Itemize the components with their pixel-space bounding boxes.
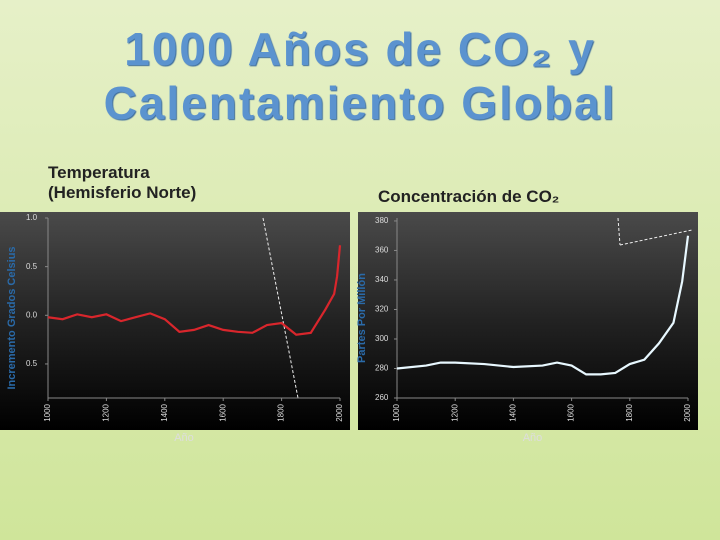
y-axis-label: Incremento Grados Celsius	[6, 246, 18, 389]
x-axis-label: Año	[523, 432, 543, 444]
plot-background	[0, 212, 350, 430]
plot-background	[358, 212, 698, 430]
y-tick-label: 300	[375, 334, 389, 343]
x-tick-label: 1800	[625, 403, 634, 421]
y-tick-label: 0.5	[26, 359, 38, 368]
data-line	[47, 245, 342, 336]
x-tick-label: 1000	[392, 403, 401, 421]
x-tick-label: 1600	[567, 403, 576, 421]
connector	[262, 217, 299, 399]
data-line	[396, 235, 690, 376]
y-tick-label: 280	[375, 364, 389, 373]
connector	[619, 229, 693, 246]
y-tick-label: 360	[375, 246, 389, 255]
y-tick-label: 320	[375, 305, 389, 314]
y-tick-label: 1.0	[26, 213, 38, 222]
x-tick-label: 1800	[277, 403, 286, 421]
x-tick-label: 1200	[450, 403, 459, 421]
y-axis-label: Partes Por Millón	[356, 273, 368, 363]
y-tick-label: 0.0	[26, 310, 38, 319]
slide-title: 1000 Años de CO₂ y Calentamiento Global	[103, 23, 617, 129]
x-tick-label: 1000	[43, 403, 52, 421]
y-tick-label: 260	[375, 393, 389, 402]
x-tick-label: 2000	[335, 403, 344, 421]
y-tick-label: 380	[375, 216, 389, 225]
y-tick-label: 0.5	[26, 262, 38, 271]
x-tick-label: 1400	[509, 403, 518, 421]
x-tick-label: 1400	[160, 403, 169, 421]
x-tick-label: 1600	[218, 403, 227, 421]
y-tick-label: 340	[375, 275, 389, 284]
x-tick-label: 2000	[683, 403, 692, 421]
connector	[617, 217, 621, 246]
chart-title: Concentración de CO₂	[378, 187, 560, 206]
chart-title: Temperatura (Hemisferio Norte)	[48, 163, 197, 202]
x-tick-label: 1200	[102, 403, 111, 421]
x-axis-label: Año	[174, 432, 194, 444]
